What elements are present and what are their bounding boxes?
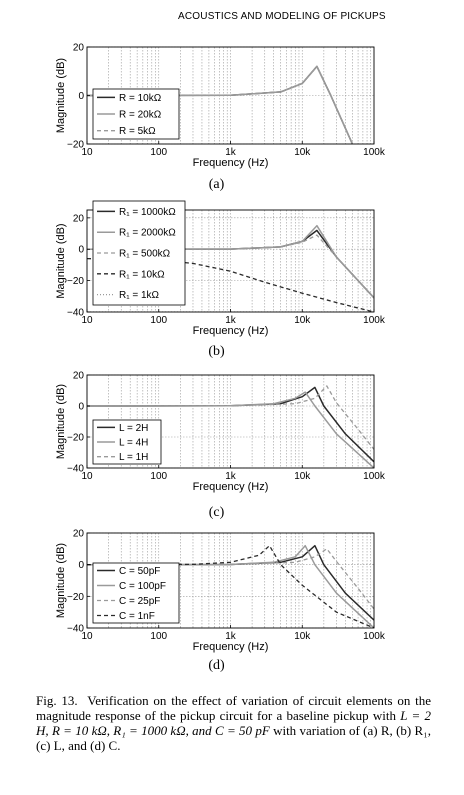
series-line-4 — [87, 545, 374, 628]
x-axis-label: Frequency (Hz) — [193, 325, 269, 337]
legend-entry: R₁ = 500kΩ — [119, 249, 171, 260]
subfigure-label: (c) — [209, 505, 225, 520]
legend-entry: R₁ = 2000kΩ — [119, 228, 176, 239]
x-tick-label: 1k — [225, 631, 237, 642]
legend: R = 10kΩ R = 20kΩ R = 5kΩ — [92, 88, 180, 140]
x-tick-label: 100 — [150, 147, 167, 158]
series-line-3 — [87, 65, 353, 144]
x-tick-label: 10k — [294, 631, 311, 642]
x-tick-label: 100k — [363, 631, 386, 642]
x-tick-label: 100 — [150, 315, 167, 326]
y-tick-label: 0 — [78, 560, 84, 571]
x-tick-label: 10k — [294, 315, 311, 326]
y-axis-label: Magnitude (dB) — [55, 58, 67, 133]
y-tick-label: 20 — [73, 371, 85, 382]
legend-entry: C = 25pF — [119, 596, 160, 607]
x-tick-label: 10 — [81, 471, 93, 482]
caption-text-b: with variation of (a) R, (b) R₁, (c) L, … — [36, 723, 431, 753]
series-group — [87, 65, 354, 144]
x-tick-label: 1k — [225, 471, 237, 482]
legend-entry: L = 2H — [119, 423, 148, 434]
subfigure-label: (d) — [208, 658, 225, 673]
subfigure-label: (a) — [209, 177, 225, 192]
chart-panel-d: 10 100 1k 10k 100k 20 0 −20 −40 Frequency (Hz) Mag… — [55, 529, 386, 674]
series-line-3 — [87, 548, 374, 610]
x-tick-label: 10 — [81, 147, 93, 158]
chart-panel-b: 10 100 1k 10k 100k 20 0 −20 −40 Frequency (Hz) Mag… — [55, 200, 386, 359]
x-tick-label: 1k — [225, 315, 237, 326]
y-tick-label: 0 — [78, 91, 84, 102]
legend-entry: R = 5kΩ — [119, 126, 156, 137]
x-tick-label: 10 — [81, 631, 93, 642]
legend-entry: C = 100pF — [119, 581, 166, 592]
y-axis-label: Magnitude (dB) — [55, 384, 67, 459]
y-tick-label: −40 — [67, 308, 84, 319]
y-tick-label: 20 — [73, 213, 85, 224]
legend-entry: R = 10kΩ — [119, 93, 162, 104]
legend: R₁ = 1000kΩ R₁ = 2000kΩ R₁ = 500kΩ R₁ = 10k… — [92, 200, 186, 306]
y-tick-label: −40 — [67, 464, 84, 475]
chart-panel-c: 10 100 1k 10k 100k 20 0 −20 −40 Frequency (Hz) Mag… — [55, 371, 386, 521]
legend-entry: C = 50pF — [119, 566, 160, 577]
figure-caption: Fig. 13. Verification on the effect of v… — [36, 693, 431, 753]
series-group — [87, 385, 374, 468]
y-tick-label: 20 — [73, 529, 85, 540]
x-tick-label: 10 — [81, 315, 93, 326]
x-tick-label: 100k — [363, 147, 386, 158]
y-tick-label: −40 — [67, 624, 84, 635]
legend-entry: L = 4H — [119, 438, 148, 449]
x-axis-label: Frequency (Hz) — [193, 481, 269, 493]
series-group — [87, 544, 374, 628]
caption-label: Fig. 13. — [36, 693, 78, 708]
x-tick-label: 100 — [150, 471, 167, 482]
caption-text-a: Verification on the effect of variation … — [36, 693, 432, 723]
legend-entry: L = 1H — [119, 452, 148, 463]
legend: C = 50pF C = 100pF C = 25pF C = 1nF — [92, 562, 180, 624]
y-tick-label: −20 — [67, 276, 84, 287]
series-line-3 — [87, 385, 374, 450]
legend-box — [92, 562, 180, 624]
x-tick-label: 100 — [150, 631, 167, 642]
y-tick-label: −20 — [67, 592, 84, 603]
y-tick-label: 0 — [78, 245, 84, 256]
y-tick-label: −20 — [67, 433, 84, 444]
x-axis-label: Frequency (Hz) — [193, 641, 269, 653]
x-tick-label: 10k — [294, 147, 311, 158]
legend-entry: R₁ = 1kΩ — [119, 290, 160, 301]
legend-box — [92, 200, 186, 306]
chart-panel-a: 10 100 1k 10k 100k 20 0 −20 Frequency (Hz) Magnit… — [55, 43, 386, 193]
y-tick-label: −20 — [67, 140, 84, 151]
legend: L = 2H L = 4H L = 1H — [92, 419, 162, 465]
y-axis-label: Magnitude (dB) — [55, 223, 67, 298]
subfigure-label: (b) — [208, 344, 225, 359]
x-axis-label: Frequency (Hz) — [193, 157, 269, 169]
legend-entry: R = 20kΩ — [119, 110, 162, 121]
y-tick-label: 20 — [73, 43, 85, 54]
x-tick-label: 100k — [363, 315, 386, 326]
y-tick-label: 0 — [78, 402, 84, 413]
x-tick-label: 1k — [225, 147, 237, 158]
legend-entry: C = 1nF — [119, 611, 155, 622]
series-line-3 — [87, 234, 374, 299]
y-axis-label: Magnitude (dB) — [55, 543, 67, 618]
legend-entry: R₁ = 1000kΩ — [119, 207, 176, 218]
legend-entry: R₁ = 10kΩ — [119, 269, 165, 280]
x-tick-label: 100k — [363, 471, 386, 482]
caption-baseline: L = 2 H, R = 10 kΩ, R₁ = 1000 kΩ, and C … — [36, 708, 431, 738]
x-tick-label: 10k — [294, 471, 311, 482]
running-head: ACOUSTICS AND MODELING OF PICKUPS — [178, 11, 386, 22]
grid-lines — [87, 532, 374, 629]
